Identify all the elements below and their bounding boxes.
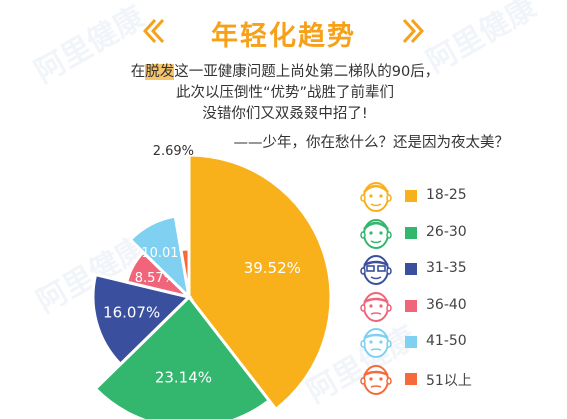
- pie-slice-18-25: [187, 153, 333, 412]
- legend-item-26-30: 26-30: [356, 215, 556, 251]
- legend-label: 18-25: [426, 187, 467, 203]
- legend-item-51-plus: 51以上: [356, 361, 556, 397]
- legend-label: 26-30: [426, 223, 467, 240]
- legend-swatch: [405, 372, 417, 385]
- pie-slice-51-plus: [179, 247, 191, 298]
- legend-swatch: [405, 263, 417, 275]
- intro-line-1-post: 这一亚健康问题上尚处第二梯队的90后，: [174, 64, 440, 80]
- person-face-icon: [360, 291, 392, 322]
- legend-swatch: [405, 190, 417, 202]
- legend-swatch: [405, 336, 417, 348]
- person-face-icon: [360, 182, 392, 212]
- person-face-icon: [360, 255, 392, 285]
- person-face-icon: [360, 364, 392, 395]
- pie-slice-31-35: [91, 272, 192, 367]
- legend-label: 41-50: [426, 333, 467, 349]
- legend-swatch: [405, 226, 417, 239]
- legend-item-36-40: 36-40: [356, 288, 556, 324]
- quote-text: ——少年，你在愁什么？还是因为夜太美？: [233, 135, 510, 151]
- legend-item-31-35: 31-35: [356, 251, 556, 287]
- pie-label-31-35: 16.07%: [103, 303, 160, 321]
- chevron-right-icon: [402, 18, 424, 44]
- pie-slice-41-50: [128, 214, 192, 302]
- title-area: 年轻化趋势: [0, 12, 567, 52]
- legend-label: 31-35: [426, 260, 467, 276]
- pie-label-51-plus: 2.69%: [153, 144, 194, 159]
- legend-item-18-25: 18-25: [356, 178, 556, 214]
- pie-label-18-25: 39.52%: [244, 259, 301, 277]
- intro-line-1-pre: 在: [130, 64, 146, 80]
- intro-line-1: 在脱发这一亚健康问题上尚处第二梯队的90后，: [100, 62, 470, 83]
- intro-line-2: 此次以压倒性“优势”战胜了前辈们: [175, 85, 395, 101]
- legend-label: 51以上: [426, 372, 472, 389]
- intro-line-3: 没错你们又双叒叕中招了!: [202, 106, 368, 122]
- person-face-icon: [360, 328, 392, 358]
- legend-item-41-50: 41-50: [356, 324, 556, 360]
- chevron-left-icon: [143, 18, 165, 44]
- pie-label-26-30: 23.14%: [155, 369, 212, 387]
- intro-text: 在脱发这一亚健康问题上尚处第二梯队的90后， 此次以压倒性“优势”战胜了前辈们 …: [100, 62, 470, 125]
- legend-swatch: [405, 299, 417, 312]
- pie-label-41-50: 10.01%: [141, 246, 191, 261]
- legend-label: 36-40: [426, 296, 467, 313]
- page-title: 年轻化趋势: [211, 21, 356, 52]
- person-face-icon: [360, 218, 392, 249]
- pie-slice-26-30: [93, 294, 272, 419]
- intro-highlight: 脱发: [145, 64, 175, 80]
